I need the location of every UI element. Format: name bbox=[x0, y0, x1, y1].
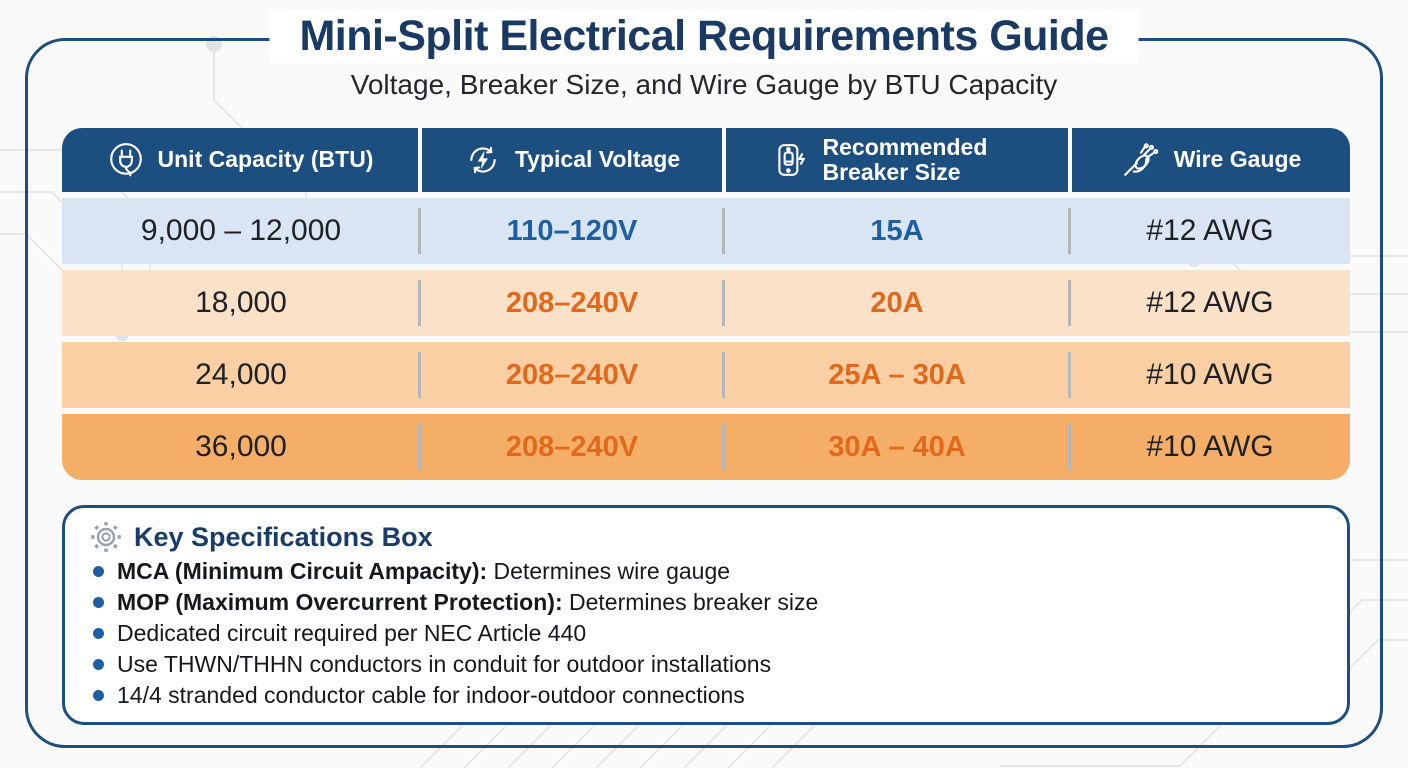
spec-box-title: Key Specifications Box bbox=[134, 521, 433, 552]
column-header-breaker-size: Recommended Breaker Size bbox=[726, 128, 1068, 192]
spec-item: MOP (Maximum Overcurrent Protection): De… bbox=[93, 587, 818, 618]
voltage-value: 208–240V bbox=[420, 342, 724, 408]
column-header-label: Typical Voltage bbox=[514, 146, 681, 173]
capacity-value: 36,000 bbox=[62, 414, 420, 480]
breaker-value: 30A – 40A bbox=[724, 414, 1070, 480]
wire-gauge-value: #12 AWG bbox=[1146, 286, 1274, 319]
spec-box-header: Key Specifications Box bbox=[89, 520, 433, 554]
voltage-cycle-icon bbox=[470, 146, 496, 174]
column-header-wire-gauge: Wire Gauge bbox=[1072, 128, 1350, 192]
spec-item: MCA (Minimum Circuit Ampacity): Determin… bbox=[93, 556, 818, 587]
spec-item: 14/4 stranded conductor cable for indoor… bbox=[93, 680, 818, 711]
plug-icon bbox=[109, 143, 142, 177]
capacity-value: 18,000 bbox=[62, 270, 420, 336]
table-row: 36,000 208–240V 30A – 40A #10 AWG bbox=[62, 414, 1350, 480]
page-subtitle: Voltage, Breaker Size, and Wire Gauge by… bbox=[350, 69, 1058, 100]
bullet-dot-icon bbox=[93, 597, 104, 608]
table-row: 18,000 208–240V 20A #12 AWG bbox=[62, 270, 1350, 336]
page-title: Mini-Split Electrical Requirements Guide bbox=[299, 12, 1109, 60]
voltage-value: 110–120V bbox=[420, 198, 724, 264]
spec-item: Dedicated circuit required per NEC Artic… bbox=[93, 618, 818, 649]
column-header-label: Recommended Breaker Size bbox=[822, 133, 988, 185]
gear-icon bbox=[91, 522, 121, 552]
breaker-value: 20A bbox=[724, 270, 1070, 336]
wire-cable-icon bbox=[1123, 143, 1158, 176]
table-row: 9,000 – 12,000 110–120V 15A #12 AWG bbox=[62, 198, 1350, 264]
bullet-dot-icon bbox=[93, 690, 104, 701]
breaker-value: 15A bbox=[724, 198, 1070, 264]
breaker-switch-icon bbox=[777, 144, 805, 176]
key-specifications-box: Key Specifications Box MCA (Minimum Circ… bbox=[62, 505, 1350, 725]
wire-gauge-value: #10 AWG bbox=[1146, 358, 1274, 391]
title-block: Mini-Split Electrical Requirements Guide bbox=[269, 10, 1139, 63]
bullet-dot-icon bbox=[93, 628, 104, 639]
voltage-value: 208–240V bbox=[420, 414, 724, 480]
breaker-value: 25A – 30A bbox=[724, 342, 1070, 408]
column-header-unit-capacity: Unit Capacity (BTU) bbox=[62, 128, 418, 192]
wire-gauge-value: #12 AWG bbox=[1146, 214, 1274, 247]
column-header-label: Unit Capacity (BTU) bbox=[157, 146, 374, 173]
column-header-label: Wire Gauge bbox=[1173, 146, 1302, 173]
bullet-dot-icon bbox=[93, 659, 104, 670]
column-header-typical-voltage: Typical Voltage bbox=[422, 128, 722, 192]
bullet-dot-icon bbox=[93, 566, 104, 577]
table-row: 24,000 208–240V 25A – 30A #10 AWG bbox=[62, 342, 1350, 408]
spec-item: Use THWN/THHN conductors in conduit for … bbox=[93, 649, 818, 680]
wire-gauge-value: #10 AWG bbox=[1146, 430, 1274, 463]
voltage-value: 208–240V bbox=[420, 270, 724, 336]
spec-list: MCA (Minimum Circuit Ampacity): Determin… bbox=[93, 556, 818, 711]
table-header-row: Unit Capacity (BTU) Typical Voltage Reco… bbox=[62, 128, 1350, 192]
capacity-value: 9,000 – 12,000 bbox=[62, 198, 420, 264]
capacity-value: 24,000 bbox=[62, 342, 420, 408]
